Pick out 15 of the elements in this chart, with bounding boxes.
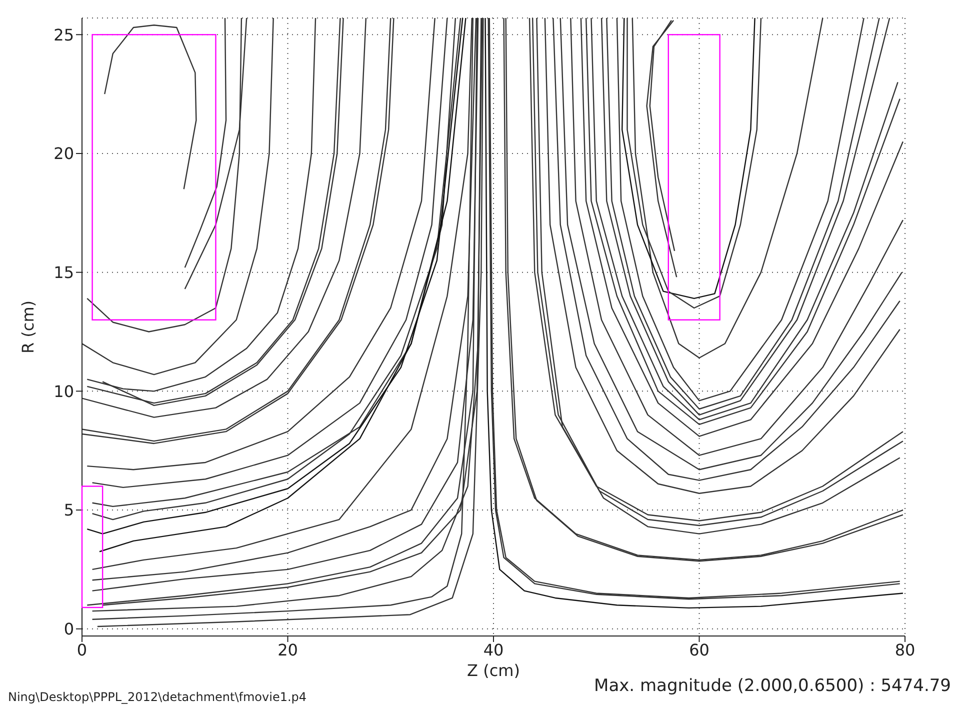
text: Max. magnitude (2.000,0.6500) : 5474.79 [594, 676, 951, 696]
y-axis-title: R (cm) [18, 300, 38, 354]
x-tick-label: 0 [76, 640, 88, 660]
x-tick-label: 40 [483, 640, 504, 660]
y-tick-label: 0 [64, 620, 74, 639]
y-tick-label: 5 [64, 500, 74, 520]
text: Ning\Desktop\PPPL_2012\detachment\fmovie1.p4 [8, 690, 307, 704]
y-tick-label: 20 [54, 144, 74, 164]
x-axis-title: Z (cm) [467, 661, 520, 680]
x-tick-label: 60 [689, 640, 710, 660]
y-tick-label: 25 [54, 25, 74, 44]
x-tick-label: 80 [894, 640, 916, 660]
y-tick-label: 15 [54, 263, 74, 282]
y-tick-label: 10 [54, 382, 74, 401]
x-tick-label: 20 [278, 640, 298, 660]
